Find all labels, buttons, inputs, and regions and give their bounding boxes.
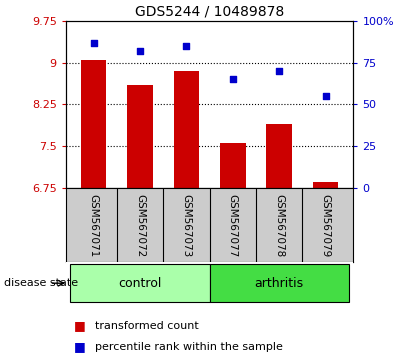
- Text: GSM567073: GSM567073: [181, 194, 192, 257]
- Text: GSM567078: GSM567078: [274, 194, 284, 257]
- Title: GDS5244 / 10489878: GDS5244 / 10489878: [135, 5, 284, 19]
- Point: [229, 77, 236, 82]
- Bar: [127, 85, 153, 188]
- Bar: [174, 71, 199, 188]
- Bar: [210, 264, 349, 302]
- Text: ■: ■: [74, 319, 86, 332]
- Point: [137, 48, 143, 54]
- Text: ■: ■: [74, 341, 86, 353]
- Text: percentile rank within the sample: percentile rank within the sample: [95, 342, 282, 352]
- Text: control: control: [118, 277, 162, 290]
- Text: GSM567072: GSM567072: [135, 194, 145, 257]
- Bar: [70, 264, 210, 302]
- Point: [322, 93, 329, 99]
- Point: [183, 44, 190, 49]
- Text: GSM567071: GSM567071: [89, 194, 99, 257]
- Text: GSM567079: GSM567079: [321, 194, 330, 257]
- Text: arthritis: arthritis: [255, 277, 304, 290]
- Bar: [220, 143, 245, 188]
- Bar: [313, 182, 338, 188]
- Bar: [266, 124, 292, 188]
- Text: disease state: disease state: [4, 278, 78, 288]
- Point: [276, 68, 282, 74]
- Text: transformed count: transformed count: [95, 321, 198, 331]
- Text: GSM567077: GSM567077: [228, 194, 238, 257]
- Point: [90, 40, 97, 46]
- Bar: [81, 60, 106, 188]
